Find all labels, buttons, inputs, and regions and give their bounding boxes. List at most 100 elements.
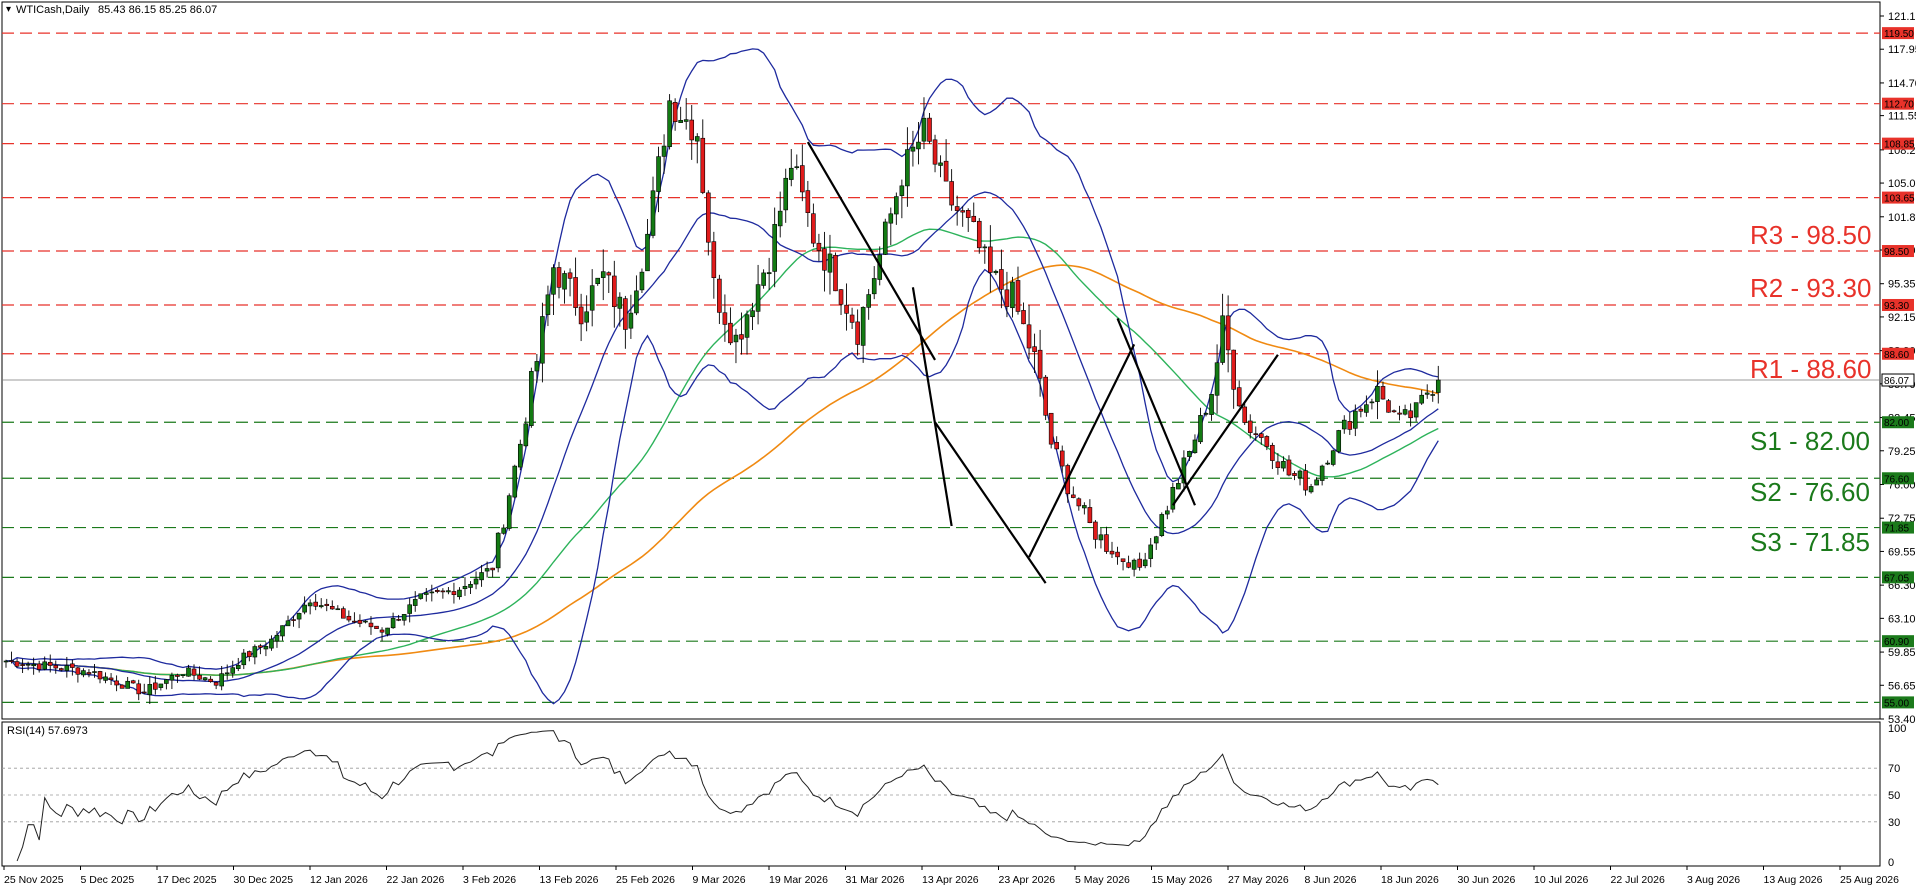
candle (197, 666, 202, 681)
candle (1297, 469, 1303, 486)
candle (833, 252, 838, 292)
candle (169, 672, 175, 690)
candle (446, 587, 451, 595)
candle (329, 600, 335, 610)
candle (1004, 271, 1010, 318)
candle (385, 627, 390, 637)
candle (606, 271, 612, 294)
candle (1303, 463, 1308, 496)
candle (58, 667, 64, 672)
rsi-header: RSI(14) 57.6973 (7, 725, 88, 737)
candle (1037, 329, 1043, 397)
candle (999, 249, 1004, 309)
time-tick-label: 3 Aug 2026 (1687, 874, 1740, 886)
candle (1259, 432, 1264, 445)
candle (683, 98, 689, 130)
candle (645, 218, 650, 272)
time-axis: 25 Nov 2025 5 Dec 2025 17 Dec 2025 30 Dec 2… (3, 866, 1899, 886)
candle (1165, 505, 1170, 520)
candle (993, 269, 999, 276)
svg-text:98.50: 98.50 (1884, 247, 1909, 258)
candle (125, 676, 130, 689)
candle (313, 593, 318, 611)
candle (755, 264, 761, 325)
candle (335, 605, 341, 611)
candle (1413, 402, 1419, 422)
candle (86, 669, 92, 678)
candle (788, 149, 794, 187)
candle (1120, 558, 1126, 571)
candle (341, 606, 346, 619)
candle (457, 587, 462, 600)
candle (191, 664, 197, 681)
candle (390, 612, 396, 629)
label-r1: R1 - 88.60 (1750, 354, 1871, 384)
candle (783, 168, 789, 223)
candle (1308, 483, 1314, 494)
candle (943, 139, 949, 182)
price-tag: 88.60 (1882, 347, 1914, 361)
candle (186, 664, 191, 677)
candle (3, 659, 9, 668)
candle (1181, 450, 1187, 492)
candle (1148, 538, 1154, 568)
candle (899, 179, 905, 219)
label-r2: R2 - 93.30 (1750, 273, 1871, 303)
price-tick-label: 63.10 (1888, 613, 1916, 625)
candle (324, 598, 330, 612)
price-axis: 121.15117.95114.70111.55108.25105.05101.… (1880, 11, 1916, 726)
candle (1419, 389, 1424, 405)
trendline (1028, 343, 1136, 558)
price-tag: 86.07 (1881, 373, 1915, 387)
candle (639, 268, 645, 293)
svg-text:82.00: 82.00 (1884, 418, 1909, 429)
candle (1424, 384, 1430, 399)
label-s2: S2 - 76.60 (1750, 477, 1870, 507)
price-tag: 119.50 (1882, 27, 1914, 40)
candle (1076, 497, 1082, 511)
price-tag: 82.00 (1882, 416, 1914, 429)
candle (717, 274, 722, 325)
candle (700, 119, 706, 195)
candle (811, 203, 816, 248)
candle (103, 672, 108, 684)
candle (1247, 414, 1253, 439)
rsi-tick-label: 50 (1888, 790, 1900, 802)
price-tick-label: 101.80 (1888, 212, 1916, 224)
candle (241, 648, 247, 670)
candle (81, 668, 86, 678)
candle (1380, 381, 1386, 400)
candle (42, 656, 48, 671)
rsi-tick-label: 100 (1888, 723, 1906, 735)
candle (860, 306, 866, 363)
time-tick-label: 25 Aug 2026 (1840, 874, 1899, 886)
candle (656, 146, 661, 213)
candle (495, 532, 501, 573)
chart-header-arrow: ▾ (6, 4, 11, 15)
candle (1319, 464, 1325, 486)
candle (147, 676, 153, 704)
candle (1386, 398, 1391, 413)
time-tick-label: 13 Apr 2026 (922, 874, 979, 886)
time-tick-label: 30 Dec 2025 (234, 874, 294, 886)
candle (517, 439, 523, 471)
candle (1043, 375, 1048, 421)
candle (916, 121, 921, 165)
candle (352, 612, 357, 624)
candle (816, 233, 822, 262)
time-tick-label: 5 Dec 2025 (81, 874, 135, 886)
candle (1353, 404, 1358, 437)
candle (584, 295, 589, 332)
candle (595, 277, 601, 286)
candle (562, 270, 567, 304)
candle (506, 493, 512, 531)
svg-text:112.70: 112.70 (1884, 100, 1914, 111)
candle (440, 588, 446, 599)
candle (429, 584, 435, 602)
candle (573, 257, 578, 316)
candle (435, 588, 440, 594)
candle (733, 328, 739, 364)
candle (213, 681, 219, 690)
candle (794, 154, 800, 170)
